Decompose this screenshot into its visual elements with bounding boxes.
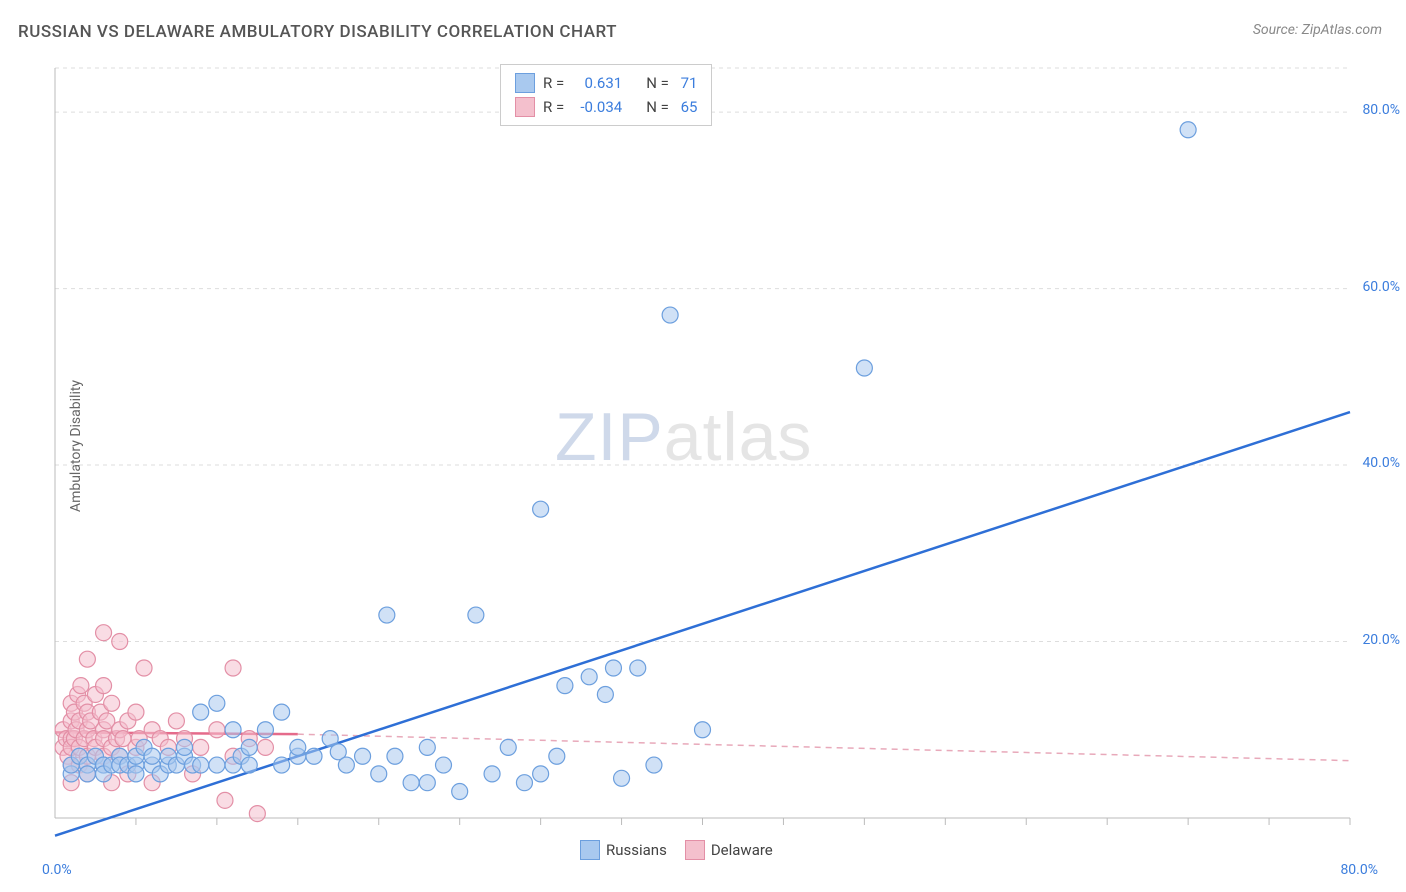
legend-row: R = 0.631 N = 71: [515, 71, 697, 95]
legend-row: R = -0.034 N = 65: [515, 95, 697, 119]
legend-swatch: [580, 840, 600, 860]
chart-title: RUSSIAN VS DELAWARE AMBULATORY DISABILIT…: [18, 22, 617, 42]
x-axis-max-label: 80.0%: [1340, 862, 1378, 878]
series-legend: Russians Delaware: [580, 840, 773, 860]
legend-item: Delaware: [685, 840, 773, 860]
legend-swatch: [515, 73, 535, 93]
source-attribution: Source: ZipAtlas.com: [1253, 22, 1382, 38]
legend-n-value: 65: [677, 95, 698, 119]
legend-item-label: Delaware: [711, 841, 773, 859]
legend-r-value: -0.034: [572, 95, 622, 119]
scatter-chart: [50, 58, 1380, 868]
legend-n-label: N =: [646, 95, 669, 119]
x-axis-origin-label: 0.0%: [42, 862, 72, 878]
correlation-legend: R = 0.631 N = 71 R = -0.034 N = 65: [500, 64, 712, 126]
chart-area: ZIPatlas R =0.631N = 71R =-0.034N = 65 R…: [50, 58, 1380, 828]
legend-r-value: 0.631: [572, 71, 622, 95]
legend-swatch: [515, 97, 535, 117]
y-tick-label: 40.0%: [1362, 455, 1400, 471]
legend-r-label: R =: [543, 95, 564, 119]
legend-n-label: N =: [646, 71, 669, 95]
y-tick-label: 80.0%: [1362, 102, 1400, 118]
legend-item-label: Russians: [606, 841, 667, 859]
legend-swatch: [685, 840, 705, 860]
y-tick-label: 20.0%: [1362, 632, 1400, 648]
legend-r-label: R =: [543, 71, 564, 95]
y-tick-label: 60.0%: [1362, 279, 1400, 295]
legend-n-value: 71: [677, 71, 698, 95]
legend-item: Russians: [580, 840, 667, 860]
